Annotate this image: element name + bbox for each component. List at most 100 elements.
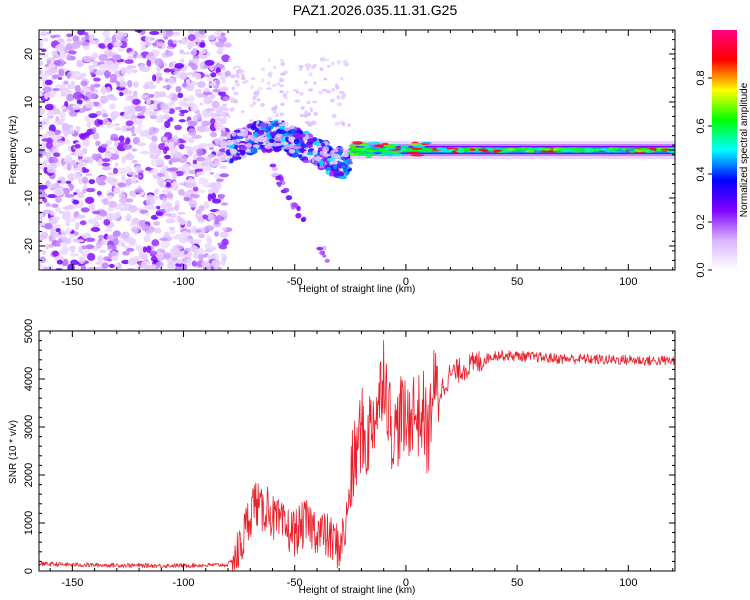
noise-blob	[81, 41, 90, 47]
transition-blob	[230, 137, 237, 141]
transition-blob	[248, 119, 254, 122]
noise-blob	[110, 133, 119, 141]
noise-blob	[154, 188, 160, 195]
noise-blob	[101, 113, 109, 118]
noise-blob	[211, 198, 222, 204]
noise-blob	[167, 39, 174, 47]
noise-blob	[217, 155, 228, 162]
noise-blob	[198, 247, 205, 255]
noise-blob	[143, 234, 151, 242]
noise-blob	[64, 194, 75, 198]
transition-blob	[294, 99, 301, 103]
transition-blob	[279, 176, 284, 182]
noise-blob	[58, 118, 64, 124]
transition-blob	[240, 73, 245, 77]
noise-blob	[183, 250, 189, 255]
noise-blob	[107, 172, 115, 176]
transition-blob	[280, 58, 285, 62]
noise-blob	[52, 74, 60, 79]
noise-blob	[121, 242, 126, 247]
noise-blob	[166, 206, 177, 211]
noise-blob	[124, 89, 133, 95]
noise-blob	[134, 119, 143, 125]
noise-blob	[195, 157, 205, 162]
noise-blob	[64, 130, 75, 135]
noise-blob	[120, 69, 126, 75]
spectrogram-x-axis: -150 -100 -50 0 50 100	[49, 30, 674, 288]
tone-blob	[478, 148, 488, 152]
transition-blob	[225, 139, 234, 146]
transition-blob	[306, 151, 314, 156]
transition-blob	[326, 64, 331, 68]
transition-blob	[293, 145, 302, 150]
noise-blob	[175, 85, 182, 93]
noise-blob	[152, 195, 161, 200]
transition-blob	[300, 105, 305, 110]
noise-blob	[68, 110, 78, 117]
noise-blob	[194, 88, 202, 93]
noise-blob	[48, 124, 56, 133]
tone-blob	[536, 148, 543, 151]
noise-blob	[97, 158, 103, 166]
transition-blob	[284, 96, 288, 100]
x-tick-label: -100	[173, 276, 195, 288]
transition-blob	[289, 124, 295, 130]
transition-blob	[313, 160, 318, 166]
transition-blob	[267, 58, 271, 63]
noise-blob	[111, 34, 117, 43]
noise-blob	[48, 68, 58, 74]
noise-blob	[193, 72, 202, 80]
transition-blob	[347, 123, 351, 128]
noise-blob	[181, 37, 188, 46]
noise-blob	[40, 192, 48, 198]
transition-blob	[317, 90, 324, 95]
noise-blob	[121, 259, 130, 265]
noise-blob	[190, 193, 200, 199]
noise-blob	[84, 196, 95, 204]
noise-blob	[101, 162, 111, 167]
tone-blob	[406, 151, 420, 155]
transition-blob	[280, 72, 286, 76]
y-tick-label: 10	[23, 96, 35, 108]
transition-blob	[236, 65, 242, 69]
noise-blob	[148, 126, 158, 135]
noise-blob	[112, 54, 122, 61]
transition-blob	[277, 181, 282, 188]
noise-blob	[108, 252, 113, 260]
noise-blob	[51, 227, 57, 231]
noise-blob	[221, 238, 229, 246]
noise-blob	[162, 212, 170, 216]
transition-blob	[265, 125, 274, 130]
noise-blob	[178, 138, 184, 144]
noise-blob	[218, 244, 228, 250]
transition-blob	[323, 77, 328, 81]
noise-blob	[140, 94, 149, 99]
tone-blob	[502, 150, 513, 153]
noise-blob	[90, 57, 95, 63]
transition-blob	[334, 83, 339, 87]
noise-blob	[58, 176, 66, 181]
noise-blob	[81, 245, 88, 250]
tone-blob	[371, 147, 379, 151]
noise-blob	[185, 84, 195, 92]
noise-blob	[103, 228, 113, 232]
noise-blob	[150, 168, 160, 172]
noise-blob	[44, 79, 53, 86]
noise-blob	[201, 260, 210, 269]
noise-blob	[96, 190, 102, 196]
x-tick-label: 0	[403, 276, 409, 288]
noise-blob	[180, 231, 190, 238]
snr-y-axis: 0 1000 2000 3000 4000 5000	[23, 319, 675, 574]
noise-blob	[77, 191, 85, 199]
noise-blob	[45, 141, 54, 150]
noise-blob	[95, 140, 101, 147]
noise-blob	[173, 71, 180, 76]
noise-blob	[165, 181, 172, 188]
noise-blob	[60, 92, 67, 97]
noise-blob	[43, 37, 49, 42]
noise-blob	[75, 214, 86, 219]
noise-blob	[115, 81, 121, 87]
transition-blob	[268, 71, 273, 76]
noise-blob	[173, 251, 179, 258]
